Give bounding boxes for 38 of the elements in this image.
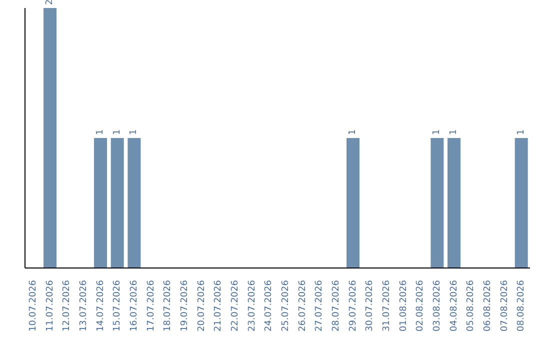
x-tick-label: 31.07.2026 — [382, 280, 392, 332]
data-label: 2 — [45, 0, 56, 5]
x-tick-label: 08.08.2026 — [516, 280, 527, 332]
x-tick-label: 24.07.2026 — [264, 280, 274, 332]
x-tick-label: 06.08.2026 — [482, 280, 493, 332]
x-tick-label: 29.07.2026 — [348, 280, 358, 332]
data-label: 1 — [516, 129, 526, 135]
x-tick-label: 28.07.2026 — [331, 280, 342, 332]
x-tick-label: 02.08.2026 — [416, 280, 426, 332]
x-tick-label: 07.08.2026 — [500, 280, 510, 332]
x-tick-label: 23.07.2026 — [247, 280, 258, 332]
x-tick-label: 10.07.2026 — [28, 280, 38, 332]
x-tick-label: 25.07.2026 — [280, 280, 291, 332]
x-tick-label: 04.08.2026 — [449, 280, 460, 332]
x-tick-label: 21.07.2026 — [214, 280, 224, 332]
x-tick-label: 11.07.2026 — [45, 280, 56, 332]
x-tick-label: 26.07.2026 — [298, 280, 308, 332]
x-tick-label: 19.07.2026 — [180, 280, 190, 332]
x-tick-label: 01.08.2026 — [398, 280, 409, 332]
data-label: 1 — [96, 129, 106, 135]
x-tick-label: 03.08.2026 — [432, 280, 442, 332]
x-tick-label: 18.07.2026 — [163, 280, 174, 332]
data-label: 1 — [449, 129, 460, 135]
data-label: 1 — [432, 129, 442, 135]
x-tick-label: 15.07.2026 — [112, 280, 123, 332]
x-tick-label: 16.07.2026 — [129, 280, 140, 332]
x-tick-label: 27.07.2026 — [314, 280, 325, 332]
x-tick-label: 05.08.2026 — [466, 280, 476, 332]
x-tick-label: 17.07.2026 — [146, 280, 156, 332]
data-label: 1 — [348, 129, 358, 135]
x-tick-label: 30.07.2026 — [365, 280, 376, 332]
x-tick-label: 12.07.2026 — [62, 280, 72, 332]
data-label: 1 — [112, 129, 122, 135]
x-tick-label: 14.07.2026 — [96, 280, 106, 332]
x-tick-label: 22.07.2026 — [230, 280, 240, 332]
x-tick-label: 13.07.2026 — [78, 280, 89, 332]
x-tick-label: 20.07.2026 — [196, 280, 207, 332]
data-label: 1 — [129, 129, 140, 135]
